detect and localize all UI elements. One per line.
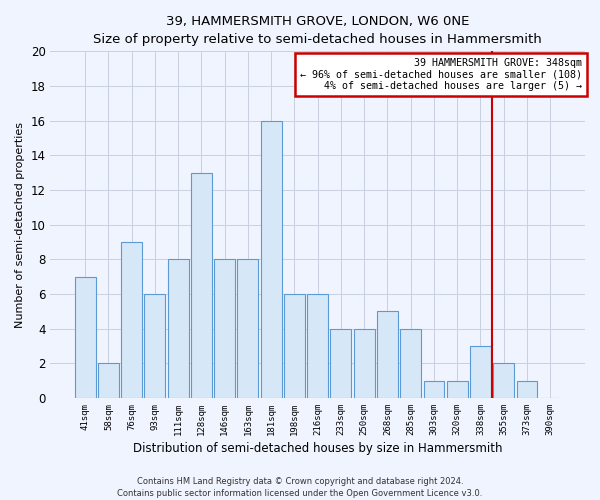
Y-axis label: Number of semi-detached properties: Number of semi-detached properties <box>15 122 25 328</box>
Bar <box>145 294 166 398</box>
Bar <box>261 120 281 398</box>
Bar <box>354 328 374 398</box>
Bar <box>307 294 328 398</box>
Text: 39 HAMMERSMITH GROVE: 348sqm
← 96% of semi-detached houses are smaller (108)
4% : 39 HAMMERSMITH GROVE: 348sqm ← 96% of se… <box>301 58 583 92</box>
Bar <box>121 242 142 398</box>
Bar <box>284 294 305 398</box>
Bar <box>424 380 445 398</box>
Bar <box>98 364 119 398</box>
Bar <box>168 260 188 398</box>
Text: Contains HM Land Registry data © Crown copyright and database right 2024.
Contai: Contains HM Land Registry data © Crown c… <box>118 476 482 498</box>
Bar <box>470 346 491 398</box>
Bar <box>517 380 538 398</box>
Bar <box>447 380 467 398</box>
X-axis label: Distribution of semi-detached houses by size in Hammersmith: Distribution of semi-detached houses by … <box>133 442 502 455</box>
Bar <box>331 328 352 398</box>
Bar <box>75 276 95 398</box>
Bar <box>191 172 212 398</box>
Bar <box>214 260 235 398</box>
Bar <box>493 364 514 398</box>
Bar <box>400 328 421 398</box>
Bar <box>377 312 398 398</box>
Bar <box>238 260 259 398</box>
Title: 39, HAMMERSMITH GROVE, LONDON, W6 0NE
Size of property relative to semi-detached: 39, HAMMERSMITH GROVE, LONDON, W6 0NE Si… <box>94 15 542 46</box>
